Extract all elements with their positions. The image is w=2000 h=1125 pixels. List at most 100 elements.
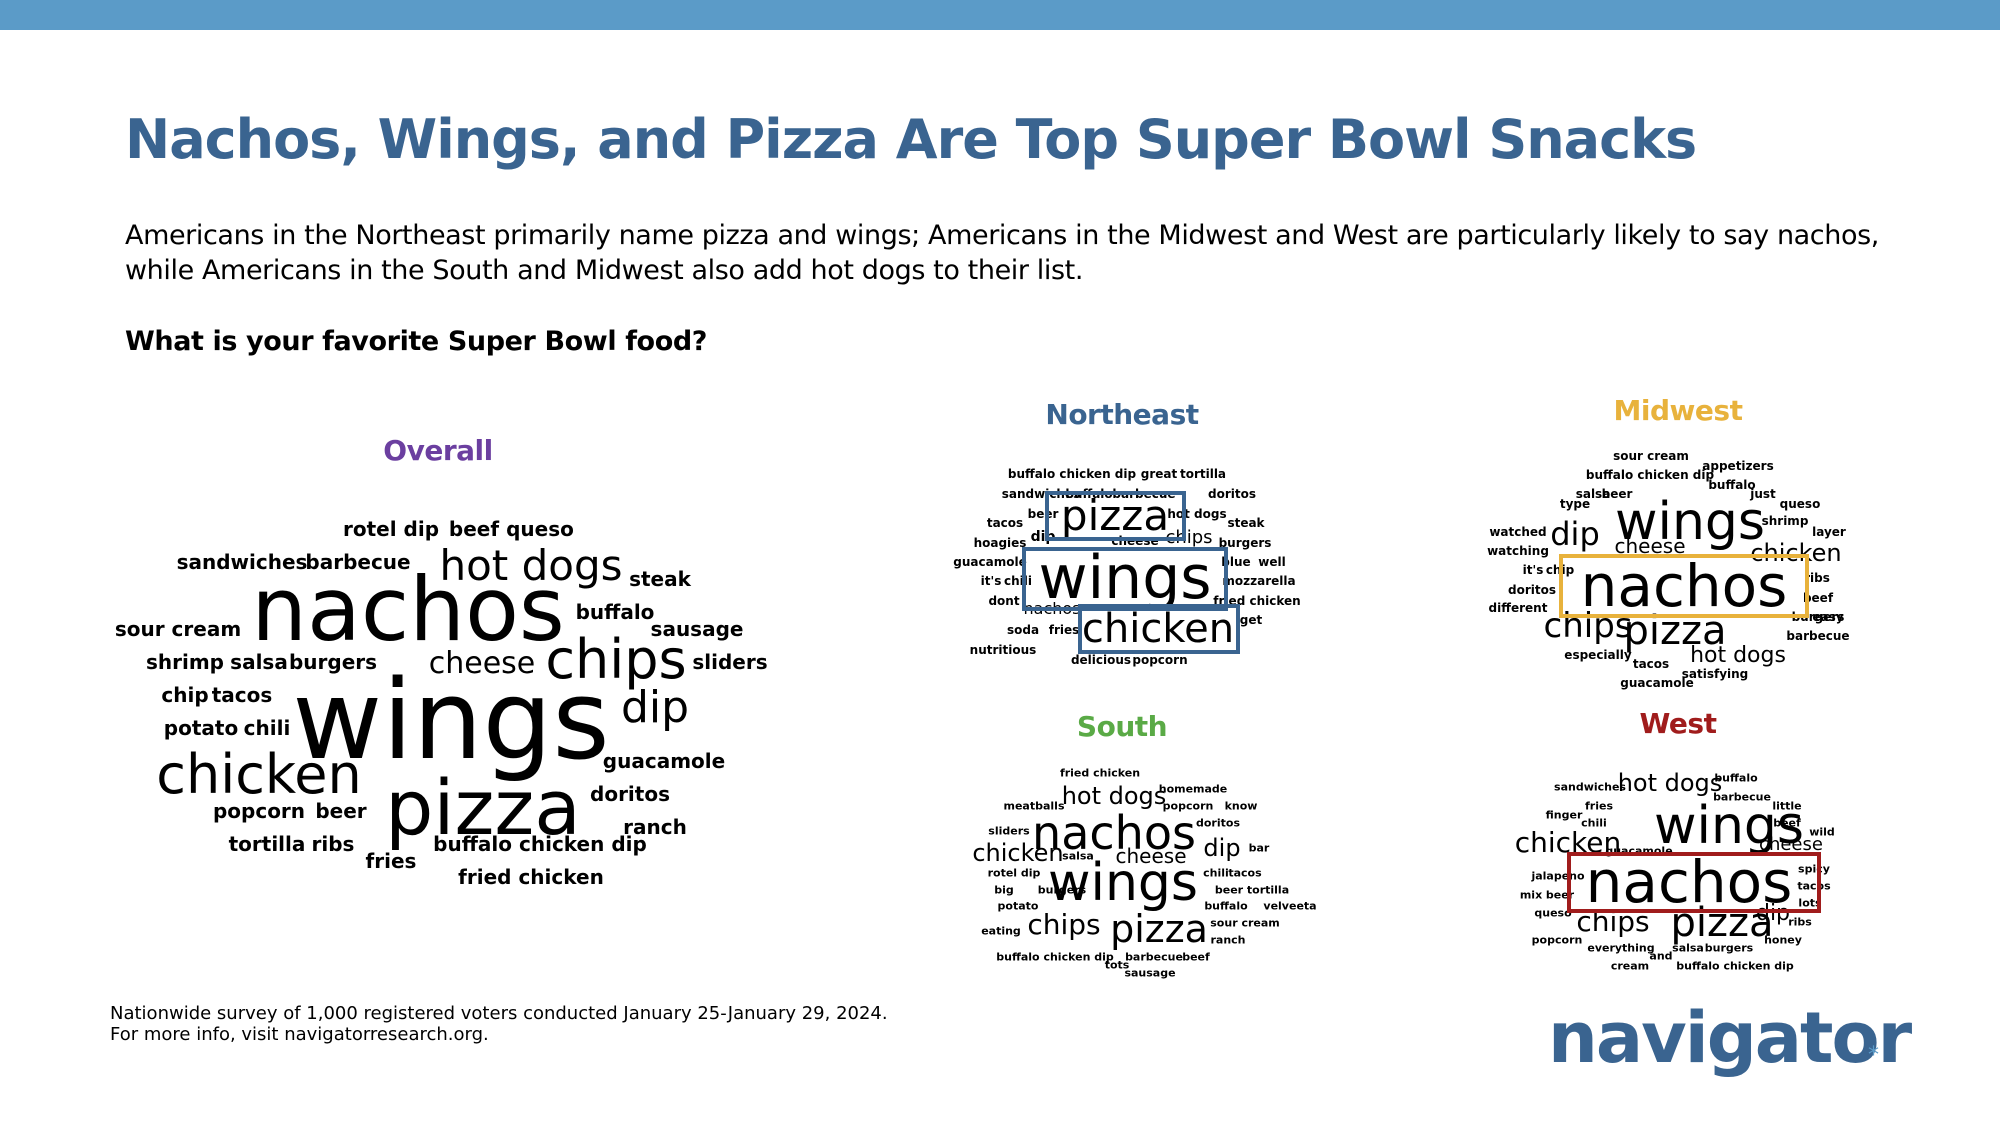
cloud-word: sliders <box>692 650 768 674</box>
cloud-word: watched <box>1489 525 1547 539</box>
cloud-word: beer <box>1601 487 1633 501</box>
cloud-word: tacos <box>211 683 273 707</box>
cloud-word: pizza <box>1110 907 1208 951</box>
cloud-word: wings <box>1614 492 1766 552</box>
cloud-word: ribs <box>1788 915 1812 929</box>
cloud-word: potato <box>997 899 1039 913</box>
cloud-word: hot dogs <box>1061 782 1167 810</box>
cloud-word: ranch <box>623 815 687 839</box>
cloud-word: delicious <box>1070 653 1132 667</box>
top-accent-bar <box>0 0 2000 30</box>
cloud-word: potato <box>163 716 239 740</box>
cloud-word: cheese <box>1614 534 1686 558</box>
cloud-word: nachos <box>1585 848 1793 916</box>
cloud-word: chicken <box>972 839 1064 867</box>
cloud-word: wings <box>1038 543 1212 613</box>
cloud-word: sandwiches <box>176 550 308 574</box>
cloud-title-overall: Overall <box>383 434 493 467</box>
cloud-word: get <box>1239 613 1263 627</box>
highlight-box-pizza <box>1045 491 1186 541</box>
cloud-word: wings <box>292 656 610 784</box>
cloud-word: soda <box>1006 623 1040 637</box>
cloud-word: cream <box>1610 959 1650 973</box>
cloud-word: nachos <box>1032 806 1196 860</box>
cloud-word: tots <box>1104 958 1130 972</box>
cloud-word: dip <box>1203 834 1241 862</box>
cloud-word: beef <box>1802 591 1834 605</box>
cloud-word: shrimp <box>145 650 225 674</box>
cloud-word: cheese <box>428 646 536 681</box>
cloud-title-south: South <box>1076 710 1168 743</box>
page-subtitle: Americans in the Northeast primarily nam… <box>125 220 1879 286</box>
cloud-word: mix <box>1519 888 1543 902</box>
cloud-word: know <box>1224 799 1258 813</box>
cloud-word: and <box>1649 949 1673 963</box>
cloud-word: steak <box>629 567 691 591</box>
cloud-word: watching <box>1487 544 1549 558</box>
cloud-word: spicy <box>1798 862 1830 876</box>
cloud-word: burgers <box>288 650 378 674</box>
cloud-word: chili <box>243 716 291 740</box>
cloud-word: cheese <box>1115 844 1187 868</box>
cloud-word: popcorn <box>1531 933 1583 947</box>
cloud-word: satisfying <box>1681 667 1749 681</box>
cloud-word: fried chicken <box>1059 766 1141 780</box>
cloud-word: especially <box>1564 648 1632 662</box>
cloud-word: nachos <box>1580 552 1788 620</box>
cloud-word: everything <box>1587 941 1655 955</box>
cloud-word: fried chicken <box>458 865 604 889</box>
cloud-word: buffalo chicken dip <box>996 950 1114 964</box>
cloud-word: rotel dip <box>342 517 440 541</box>
cloud-word: type <box>1559 497 1591 511</box>
navigator-logo: navigator <box>1548 997 1912 1079</box>
cloud-word: barbecue <box>305 550 411 574</box>
cloud-word: chicken <box>1081 606 1235 652</box>
cloud-word: popcorn <box>1132 653 1188 667</box>
logo-asterisk-icon: * <box>1868 1043 1879 1068</box>
cloud-word: finger <box>1545 808 1583 822</box>
cloud-word: popcorn <box>1162 799 1214 813</box>
cloud-word: steak <box>1227 516 1265 530</box>
cloud-word: fries <box>1048 623 1080 637</box>
cloud-word: barbecue <box>1786 629 1850 643</box>
cloud-word: wild <box>1809 825 1835 839</box>
cloud-word: fries <box>365 849 417 873</box>
cloud-word: appetizers <box>1702 459 1774 473</box>
cloud-word: well <box>1258 555 1286 569</box>
survey-question: What is your favorite Super Bowl food? <box>125 326 708 357</box>
cloud-word: sausage <box>650 617 744 641</box>
cloud-word: buffalo <box>1204 899 1248 913</box>
highlight-box-nachos <box>1567 852 1821 913</box>
cloud-word: honey <box>1764 933 1802 947</box>
cloud-word: rotel dip <box>987 866 1041 880</box>
cloud-word: queso <box>506 517 574 541</box>
cloud-word: jalapeno <box>1531 869 1585 883</box>
cloud-word: mozzarella <box>1222 574 1296 588</box>
cloud-word: bar <box>1248 841 1270 855</box>
cloud-word: beer <box>1214 883 1244 897</box>
cloud-word: tacos <box>1632 657 1670 671</box>
cloud-word: tacos <box>1228 866 1262 880</box>
footnote-link[interactable]: For more info, visit navigatorresearch.o… <box>110 1024 489 1045</box>
cloud-word: salsa <box>1062 849 1094 863</box>
cloud-word: homemade <box>1158 782 1228 796</box>
cloud-word: buffalo <box>575 600 655 624</box>
cloud-word: queso <box>1534 906 1572 920</box>
cloud-word: buffalo <box>1708 478 1756 492</box>
cloud-word: dip <box>620 682 690 733</box>
cloud-word: tacos <box>1797 879 1831 893</box>
cloud-word: burgers <box>1218 536 1272 550</box>
cloud-word: chili <box>1203 866 1229 880</box>
cloud-title-midwest: Midwest <box>1613 394 1743 427</box>
cloud-word: buffalo chicken dip <box>1585 468 1715 482</box>
cloud-word: wings <box>1653 796 1805 856</box>
cloud-word: salsa <box>1575 487 1611 501</box>
cloud-word: chili <box>1581 816 1607 830</box>
cloud-title-west: West <box>1639 707 1717 740</box>
cloud-word: hoagies <box>973 536 1027 550</box>
cloud-word: chips <box>1027 908 1101 941</box>
cloud-word: meatballs <box>1003 799 1065 813</box>
cloud-word: queso <box>1779 497 1821 511</box>
cloud-word: shrimp <box>1761 514 1809 528</box>
cloud-word: doritos <box>1508 583 1556 597</box>
